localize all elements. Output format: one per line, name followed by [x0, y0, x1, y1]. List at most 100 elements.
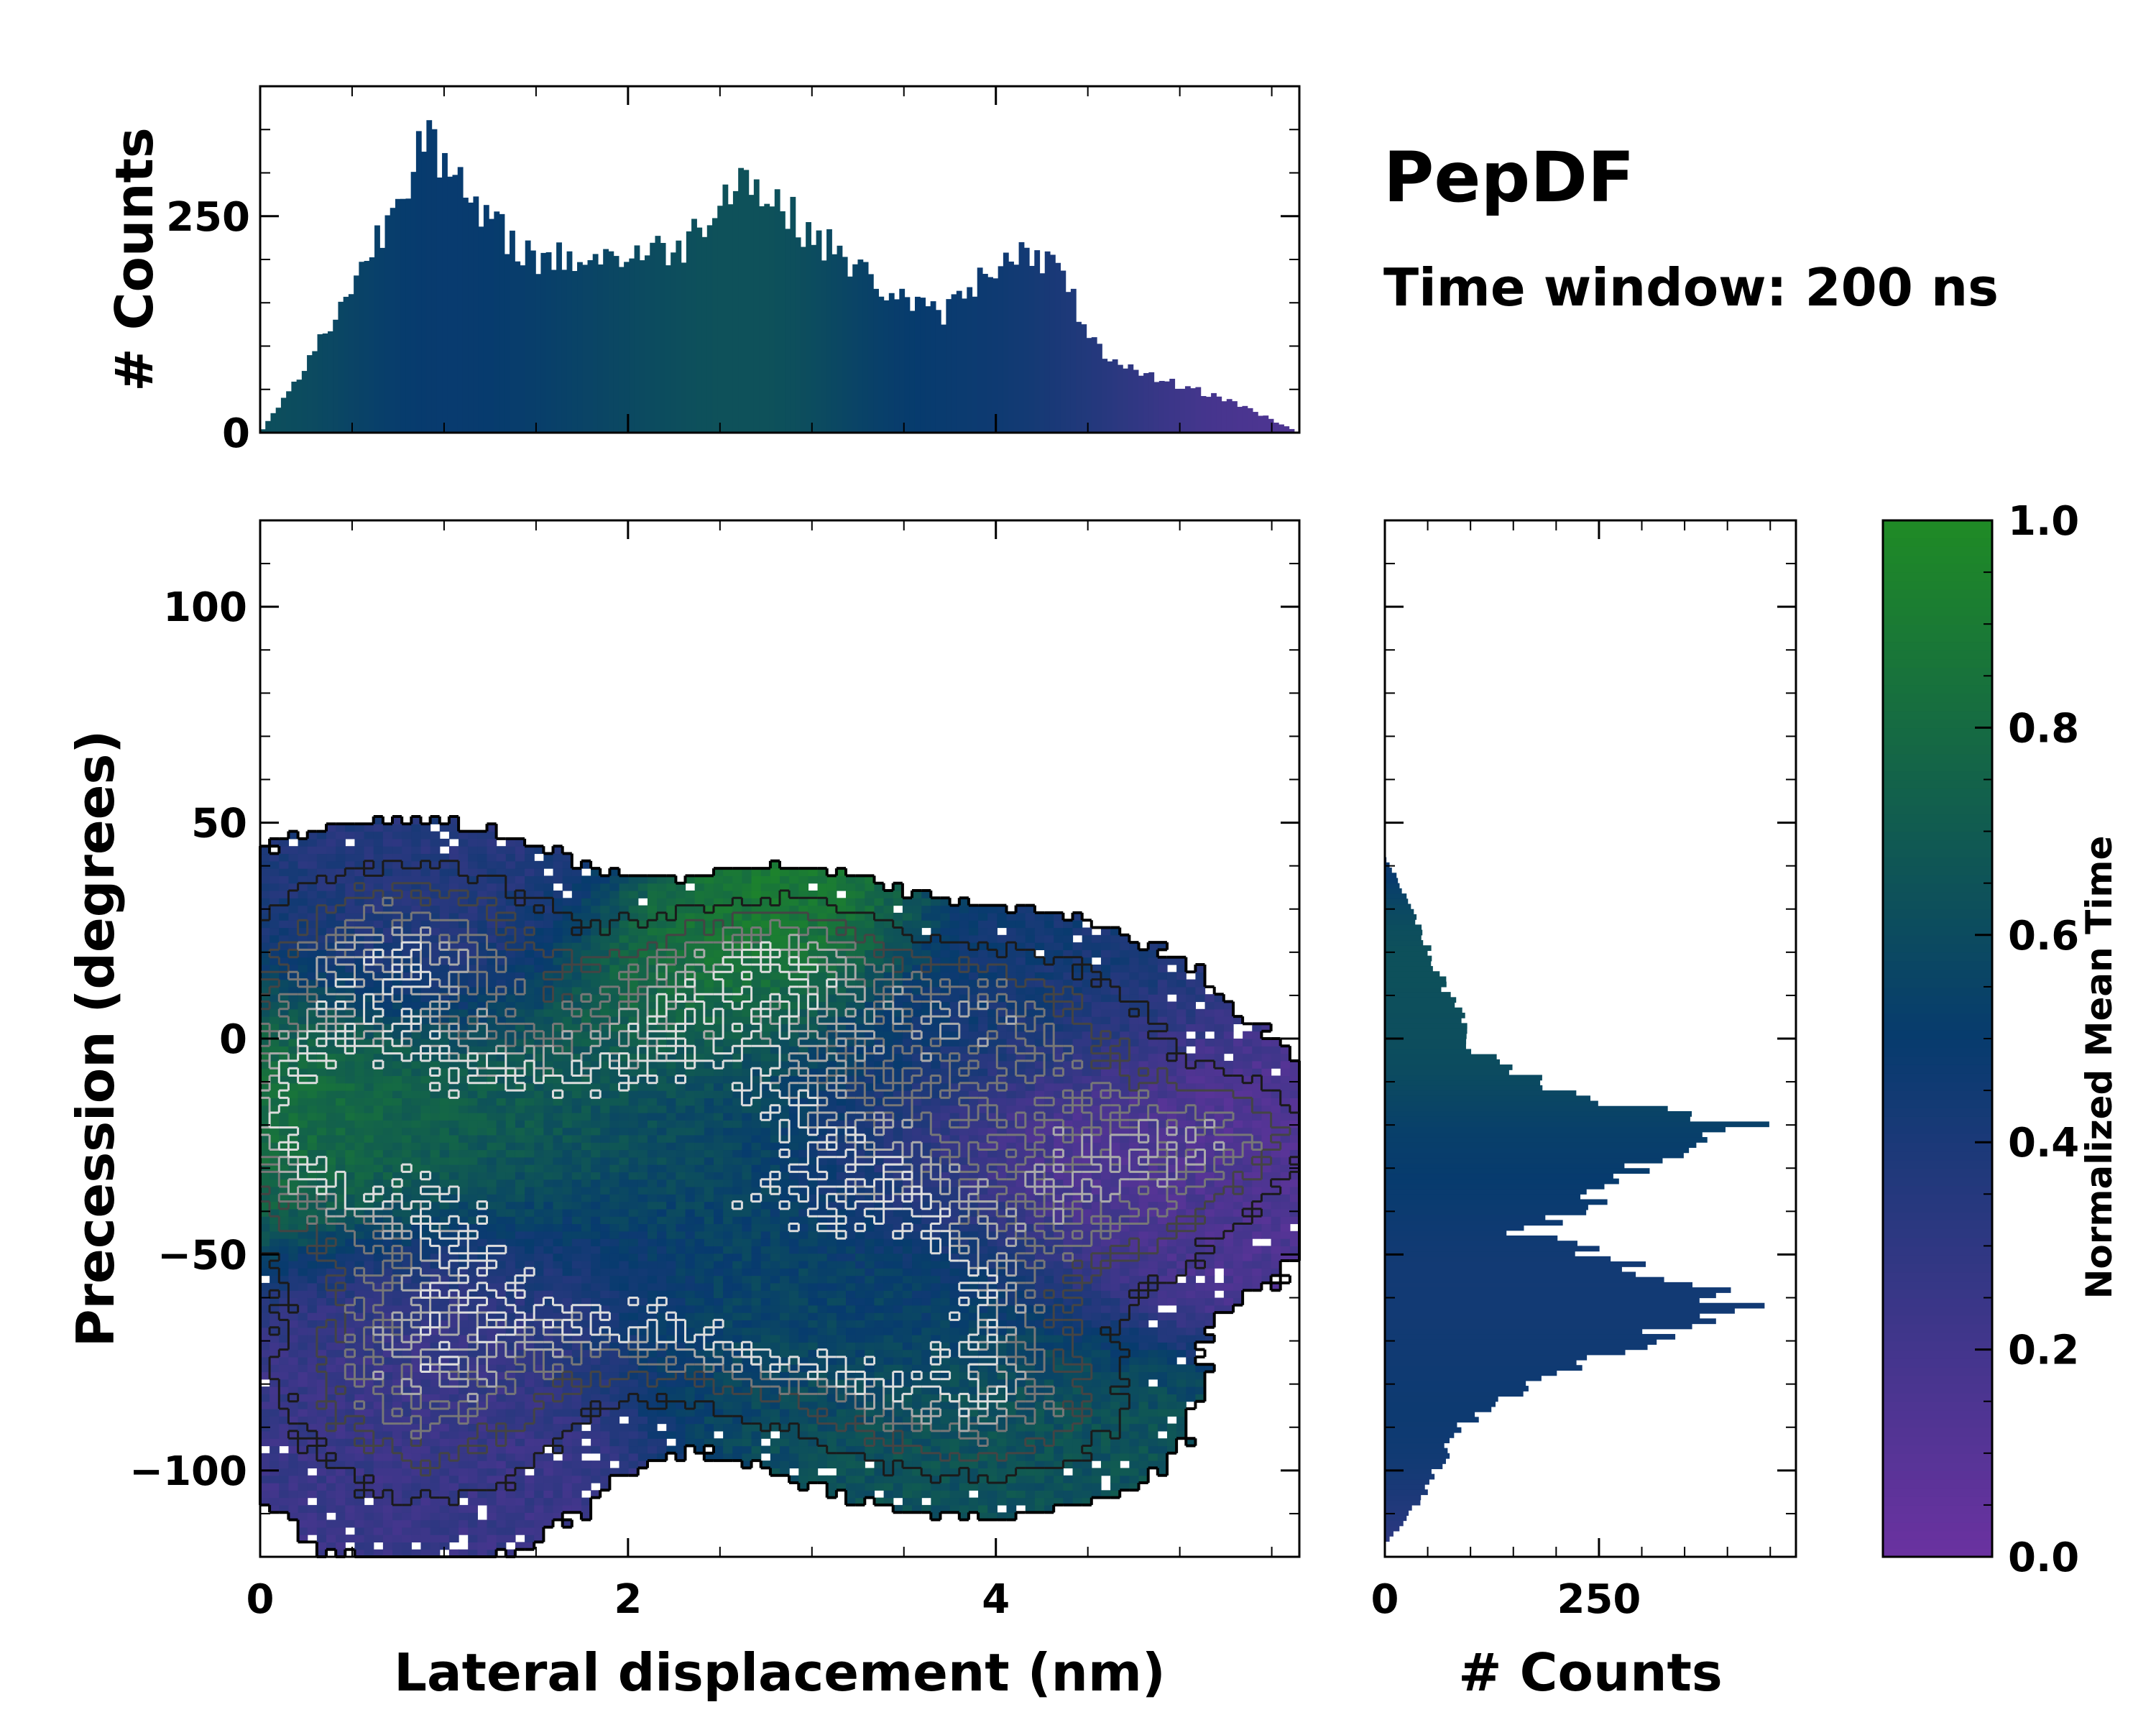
heatmap-cell — [694, 1031, 705, 1039]
top-hist-bar — [1086, 338, 1092, 433]
heatmap-cell — [279, 1423, 290, 1432]
heatmap-cell — [676, 1142, 686, 1151]
heatmap-cell — [279, 979, 290, 988]
heatmap-cell — [571, 1208, 582, 1217]
heatmap-cell — [591, 920, 601, 929]
heatmap-cell — [553, 1016, 563, 1024]
heatmap-cell — [468, 1024, 478, 1032]
heatmap-cell — [382, 1290, 393, 1299]
heatmap-cell — [609, 1386, 620, 1394]
heatmap-cell — [732, 898, 743, 906]
heatmap-cell — [477, 1483, 488, 1491]
heatmap-cell — [704, 905, 714, 914]
heatmap-cell — [307, 1371, 318, 1380]
heatmap-cell — [666, 1024, 676, 1032]
heatmap-cell — [534, 1172, 544, 1180]
heatmap-cell — [685, 1068, 696, 1077]
heatmap-cell — [260, 1261, 270, 1269]
heatmap-cell — [647, 1320, 658, 1328]
heatmap-cell — [477, 1046, 488, 1054]
heatmap-cell — [581, 920, 591, 929]
heatmap-cell — [571, 1090, 582, 1098]
top-hist-bar — [1273, 423, 1279, 433]
heatmap-cell — [742, 883, 752, 891]
heatmap-cell — [704, 927, 714, 936]
heatmap-cell — [571, 1468, 582, 1476]
heatmap-cell — [628, 1305, 639, 1313]
heatmap-cell — [732, 1223, 743, 1232]
heatmap-cell — [723, 1320, 733, 1328]
heatmap-cell — [439, 949, 450, 958]
heatmap-cell — [411, 1275, 422, 1284]
heatmap-cell — [647, 1342, 658, 1351]
heatmap-cell — [430, 1327, 441, 1335]
heatmap-cell — [307, 1409, 318, 1417]
heatmap-cell — [382, 1208, 393, 1217]
heatmap-cell — [420, 1253, 431, 1261]
heatmap-cell — [525, 883, 535, 891]
heatmap-cell — [288, 1275, 299, 1284]
heatmap-cell — [600, 1230, 610, 1239]
heatmap-cell — [487, 1187, 497, 1195]
heatmap-cell — [619, 1120, 630, 1128]
heatmap-cell — [392, 1105, 402, 1113]
heatmap-cell — [723, 1268, 733, 1276]
heatmap-cell — [581, 1497, 591, 1506]
heatmap-cell — [448, 1246, 459, 1254]
heatmap-cell — [647, 1230, 658, 1239]
heatmap-cell — [751, 1105, 762, 1113]
heatmap-cell — [373, 1016, 384, 1024]
heatmap-cell — [515, 1349, 525, 1358]
heatmap-cell — [647, 1016, 658, 1024]
heatmap-cell — [316, 1356, 327, 1365]
heatmap-cell — [628, 1223, 639, 1232]
top-hist-bar — [1226, 399, 1233, 433]
heatmap-cell — [477, 1090, 488, 1098]
heatmap-cell — [382, 1164, 393, 1172]
heatmap-cell — [685, 1208, 696, 1217]
heatmap-cell — [637, 1275, 648, 1284]
heatmap-cell — [487, 1312, 497, 1320]
heatmap-cell — [336, 1201, 346, 1210]
heatmap-cell — [430, 912, 441, 921]
heatmap-cell — [402, 1527, 412, 1535]
heatmap-cell — [704, 1016, 714, 1024]
heatmap-cell — [553, 868, 563, 876]
heatmap-cell — [666, 1401, 676, 1409]
heatmap-cell — [591, 942, 601, 950]
top-hist-bar — [857, 259, 864, 433]
heatmap-cell — [543, 860, 554, 869]
heatmap-cell — [600, 1483, 610, 1491]
heatmap-cell — [345, 853, 356, 862]
heatmap-cell — [553, 1327, 563, 1335]
heatmap-cell — [628, 1335, 639, 1343]
heatmap-cell — [619, 1238, 630, 1246]
heatmap-cell — [448, 1364, 459, 1373]
heatmap-cell — [525, 1098, 535, 1106]
heatmap-cell — [581, 1216, 591, 1225]
heatmap-cell — [704, 1216, 714, 1225]
heatmap-cell — [336, 1031, 346, 1039]
heatmap-cell — [647, 891, 658, 898]
heatmap-cell — [657, 891, 667, 898]
heatmap-cell — [657, 927, 667, 936]
heatmap-cell — [562, 972, 573, 980]
heatmap-cell — [515, 912, 525, 921]
heatmap-cell — [430, 1282, 441, 1291]
heatmap-cell — [723, 994, 733, 1003]
heatmap-cell — [676, 1379, 686, 1387]
heatmap-cell — [270, 1075, 280, 1084]
heatmap-cell — [430, 1490, 441, 1499]
top-hist-bar — [655, 236, 661, 433]
heatmap-cell — [685, 1194, 696, 1202]
heatmap-cell — [732, 1046, 743, 1054]
top-hist-bar — [686, 231, 692, 433]
heatmap-cell — [534, 994, 544, 1003]
heatmap-cell — [316, 1268, 327, 1276]
heatmap-cell — [525, 1031, 535, 1039]
heatmap-cell — [260, 1401, 270, 1409]
heatmap-cell — [364, 1527, 374, 1535]
heatmap-cell — [382, 1024, 393, 1032]
heatmap-cell — [326, 1490, 336, 1499]
heatmap-cell — [723, 1394, 733, 1402]
